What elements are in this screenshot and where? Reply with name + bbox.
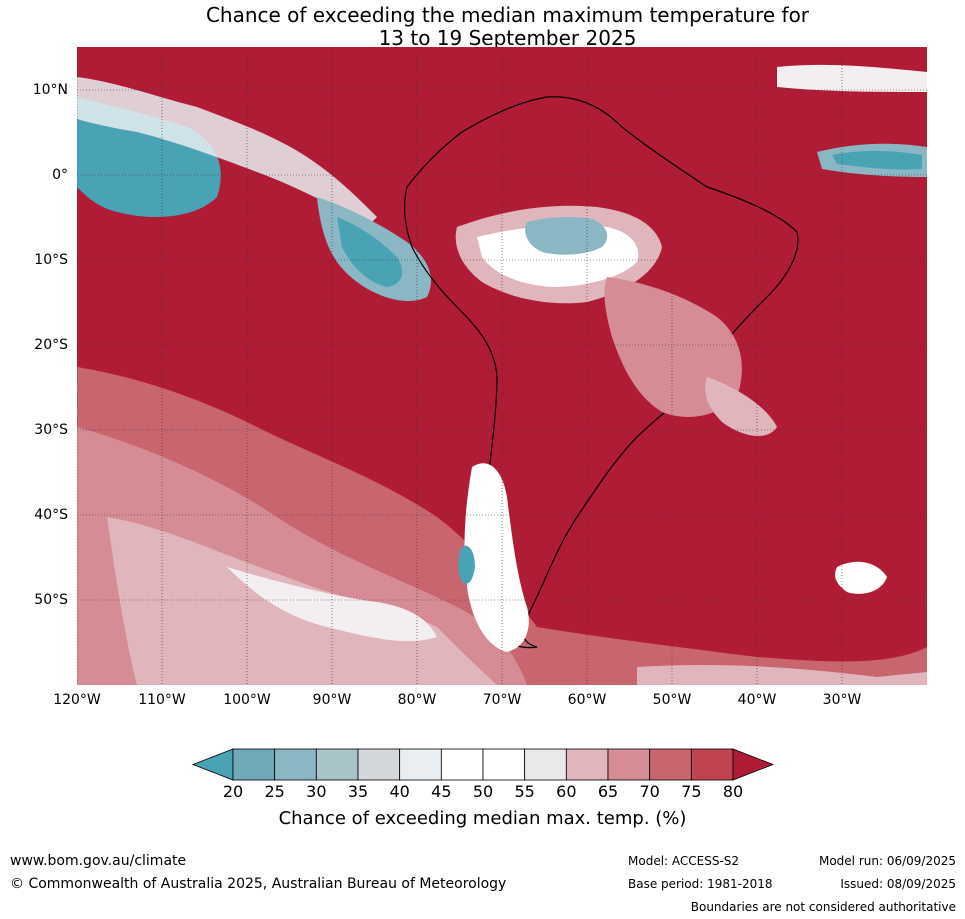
lon-label-120w: 120°W: [53, 692, 101, 708]
colorbar-tick-label: 60: [556, 782, 577, 801]
colorbar-tick-label: 50: [472, 782, 494, 801]
lat-label-50s: 50°S: [34, 592, 68, 608]
footer-base-period: Base period: 1981-2018: [628, 877, 773, 891]
colorbar-segment: [440, 748, 484, 781]
colorbar-tick-label: 65: [597, 782, 619, 801]
colorbar-segment: [607, 748, 651, 781]
atlantic-north-light: [777, 64, 927, 92]
lon-label-80w: 80°W: [397, 692, 437, 708]
colorbar-segment: [565, 748, 609, 781]
patagonia-blue: [458, 545, 475, 584]
lon-label-110w: 110°W: [138, 692, 186, 708]
title-line-2: 13 to 19 September 2025: [378, 26, 637, 50]
colorbar-segment: [649, 748, 692, 781]
blue-pacific-east-core: [337, 217, 403, 287]
colorbar-tick-label: 75: [681, 782, 702, 801]
colorbar-segment: [399, 748, 442, 781]
colorbar-segment: [357, 748, 401, 781]
lon-label-50w: 50°W: [652, 692, 692, 708]
lat-label-30s: 30°S: [34, 422, 68, 438]
south-atlantic-white-patch: [835, 561, 887, 594]
lon-label-60w: 60°W: [567, 692, 607, 708]
footer-issued: Issued: 08/09/2025: [840, 877, 956, 891]
colorbar-segment: [482, 748, 526, 781]
south-america-land: [403, 96, 799, 649]
title-line-1: Chance of exceeding the median maximum t…: [205, 3, 810, 27]
southeast-brazil-light: [705, 377, 777, 437]
south-atlantic-band: [537, 627, 927, 685]
lon-label-90w: 90°W: [312, 692, 352, 708]
colorbar-tick-label: 20: [222, 782, 244, 801]
atlantic-equatorial-blue-core: [832, 150, 922, 170]
colorbar-segment: [232, 748, 276, 781]
probability-map: [77, 47, 927, 685]
footer-copyright: © Commonwealth of Australia 2025, Austra…: [10, 876, 507, 892]
colorbar-tick-label: 45: [431, 782, 452, 801]
colorbar-segment: [524, 748, 567, 781]
colorbar-tick-label: 30: [306, 782, 327, 801]
footer-disclaimer: Boundaries are not considered authoritat…: [690, 900, 956, 914]
colorbar-tick-label: 35: [347, 782, 369, 801]
colorbar-segment: [690, 748, 734, 781]
lat-label-10n: 10°N: [32, 82, 68, 98]
colorbar-tick-label: 80: [722, 782, 744, 801]
blue-pacific-light-edge: [77, 77, 377, 227]
lat-label-10s: 10°S: [34, 252, 68, 268]
colorbar-label: Chance of exceeding median max. temp. (%…: [278, 808, 687, 829]
lat-label-0: 0°: [52, 167, 68, 183]
footer-model-run: Model run: 06/09/2025: [818, 854, 956, 868]
south-atlantic-light: [637, 665, 927, 685]
graticule: [77, 47, 927, 685]
colorbar-tick-label: 40: [389, 782, 410, 801]
map-title: Chance of exceeding the median maximum t…: [0, 4, 965, 50]
lon-label-40w: 40°W: [737, 692, 777, 708]
footer-model: Model: ACCESS-S2: [628, 854, 740, 868]
lat-label-40s: 40°S: [34, 507, 68, 523]
colorbar-segment: [315, 748, 359, 781]
lat-label-20s: 20°S: [34, 337, 68, 353]
white-band-south: [227, 567, 437, 642]
colorbar-tick-label: 70: [639, 782, 660, 801]
lon-label-100w: 100°W: [223, 692, 271, 708]
footer-website: www.bom.gov.au/climate: [10, 853, 187, 869]
colorbar-tick-label: 25: [264, 782, 285, 801]
colorbar-extend-low: [191, 748, 234, 781]
amazon-blue-core: [525, 216, 608, 255]
colorbar-segment: [274, 748, 317, 781]
lon-label-70w: 70°W: [482, 692, 522, 708]
colorbar-tick-label: 55: [514, 782, 535, 801]
colorbar-extend-high: [732, 748, 775, 781]
patagonia-white: [464, 463, 529, 652]
lon-label-30w: 30°W: [822, 692, 862, 708]
colorbar-segments: [191, 748, 775, 781]
